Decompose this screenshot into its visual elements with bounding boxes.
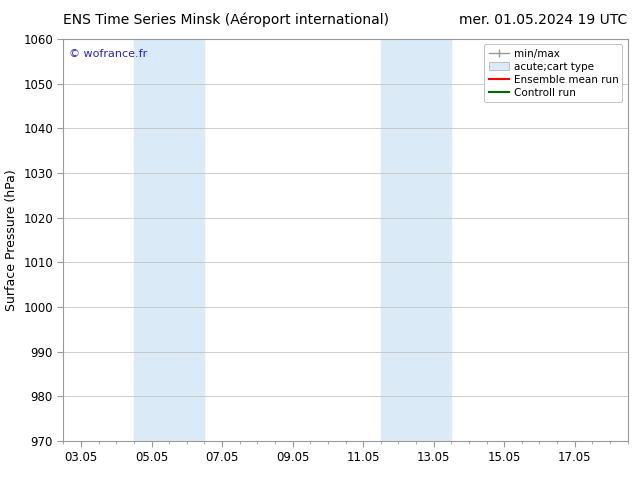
Legend: min/max, acute;cart type, Ensemble mean run, Controll run: min/max, acute;cart type, Ensemble mean … <box>484 45 623 102</box>
Text: © wofrance.fr: © wofrance.fr <box>69 49 147 59</box>
Text: mer. 01.05.2024 19 UTC: mer. 01.05.2024 19 UTC <box>460 13 628 27</box>
Y-axis label: Surface Pressure (hPa): Surface Pressure (hPa) <box>4 169 18 311</box>
Text: ENS Time Series Minsk (Aéroport international): ENS Time Series Minsk (Aéroport internat… <box>63 12 389 27</box>
Bar <box>134 39 204 441</box>
Bar <box>381 39 451 441</box>
